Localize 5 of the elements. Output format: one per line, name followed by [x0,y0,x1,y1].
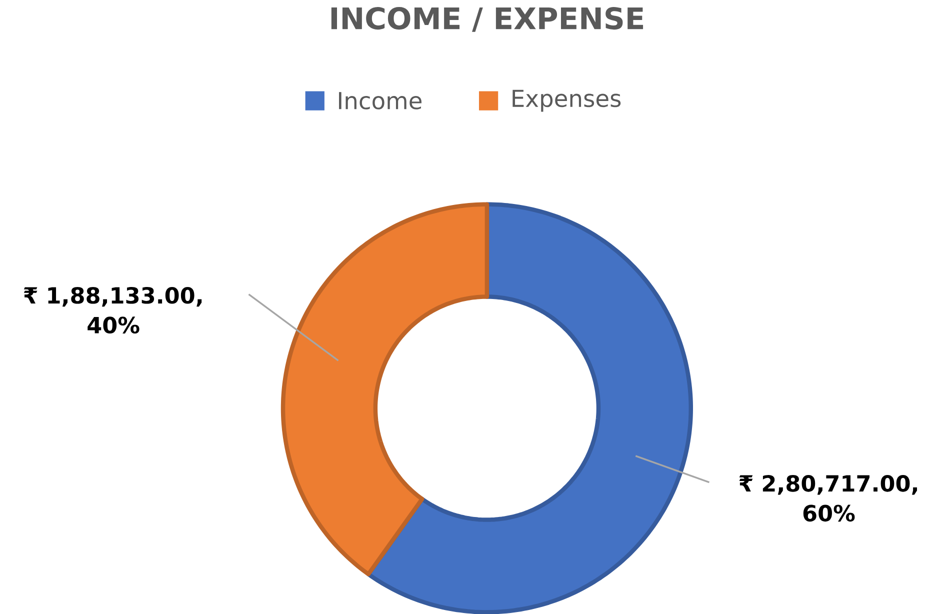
chart-title: INCOME / EXPENSE [331,6,644,32]
data-label: ₹ 1,88,133.00, 40% [24,286,202,334]
legend-label: Income [339,92,422,110]
legend-label: Expenses [512,90,621,112]
data-label: ₹ 2,80,717.00, 60% [739,474,917,522]
